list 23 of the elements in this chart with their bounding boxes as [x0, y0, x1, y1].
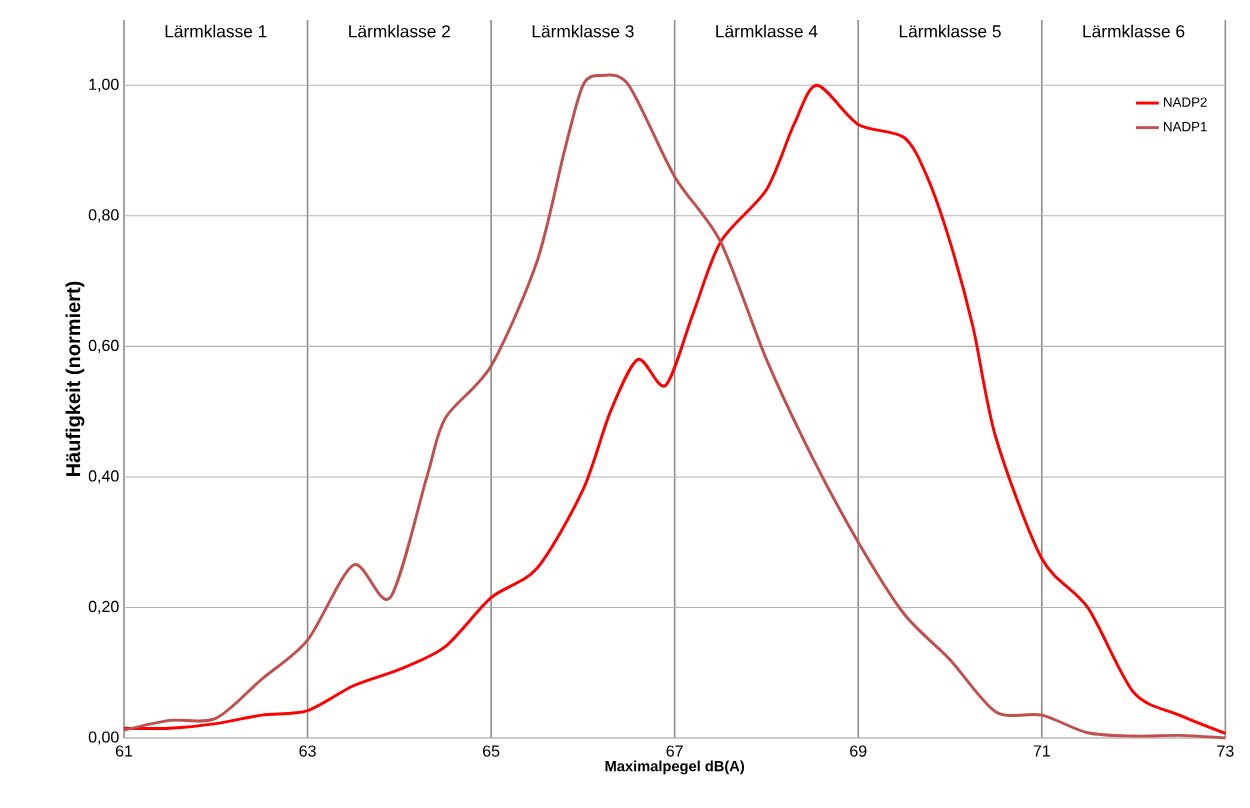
y-tick-label: 0,20 [88, 600, 119, 615]
x-tick-label: 67 [666, 745, 683, 757]
x-tick-label: 69 [850, 745, 867, 757]
y-tick-label: 0,60 [88, 339, 119, 353]
annotation: Lärmklasse 1 [165, 24, 267, 38]
x-tick-label: 73 [1217, 745, 1234, 757]
annotation: Lärmklasse 6 [1083, 24, 1185, 38]
x-tick-label: 65 [483, 745, 500, 757]
legend-label: NADP1 [1164, 122, 1207, 132]
x-tick-label: 71 [1033, 745, 1050, 757]
y-tick-label: 0,00 [88, 731, 119, 745]
y-tick-label: 0,80 [88, 209, 119, 223]
annotation: Lärmklasse 3 [532, 24, 634, 38]
x-tick-label: 61 [115, 745, 133, 757]
y-tick-label: 1,00 [89, 78, 119, 92]
annotation: Lärmklasse 5 [899, 24, 1001, 38]
y-tick-label: 0,40 [88, 470, 119, 484]
annotation: Lärmklasse 2 [349, 24, 450, 38]
annotation: Lärmklasse 4 [716, 24, 818, 38]
x-tick-label: 63 [299, 745, 316, 757]
y-axis-title: Häufigkeit (normiert) [65, 281, 85, 476]
x-axis-title: Maximalpegel dB(A) [605, 760, 745, 775]
legend-label: NADP2 [1164, 97, 1207, 107]
